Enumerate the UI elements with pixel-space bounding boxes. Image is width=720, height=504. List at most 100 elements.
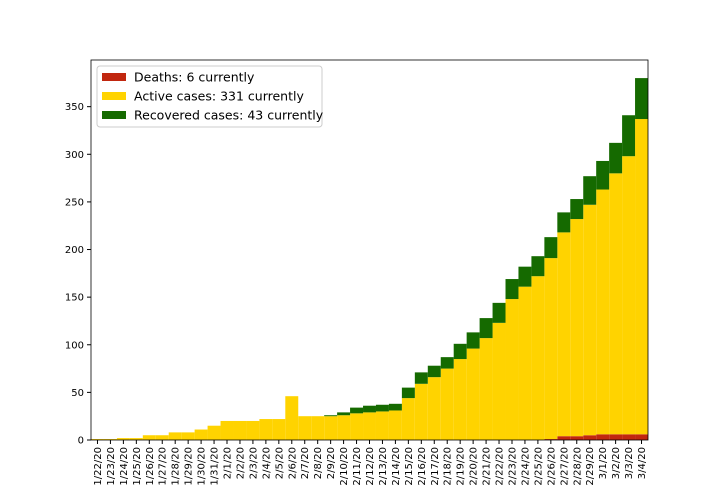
- bar: [375, 411, 389, 440]
- bar: [544, 439, 558, 440]
- x-tick-label: 3/1/20: [598, 447, 609, 479]
- bar: [388, 410, 402, 440]
- bar: [479, 338, 493, 440]
- bar: [583, 176, 597, 205]
- y-tick-label: 200: [65, 245, 84, 256]
- bar: [635, 434, 648, 440]
- bar: [466, 348, 480, 440]
- bar: [479, 318, 493, 339]
- legend-box: [96, 65, 323, 128]
- x-tick-label: 1/23/20: [106, 447, 117, 486]
- x-tick-label: 2/14/20: [391, 447, 402, 486]
- y-tick-label: 350: [65, 102, 84, 113]
- y-tick-label: 300: [65, 150, 84, 161]
- bar: [518, 266, 532, 287]
- bar: [635, 119, 648, 435]
- bar: [440, 357, 454, 369]
- y-tick-label: 250: [65, 197, 84, 208]
- bar: [350, 407, 364, 414]
- bar: [220, 420, 234, 440]
- legend-label: Active cases: 331 currently: [134, 89, 304, 104]
- x-tick-label: 1/30/20: [197, 447, 208, 486]
- bar: [324, 415, 338, 417]
- bar: [129, 438, 143, 440]
- y-tick-label: 150: [65, 293, 84, 304]
- bar: [583, 435, 597, 440]
- bar: [557, 436, 571, 440]
- bar: [453, 359, 467, 440]
- bar: [181, 432, 195, 440]
- bar: [570, 219, 584, 437]
- bar: [531, 256, 545, 277]
- x-tick-label: 2/18/20: [443, 447, 454, 486]
- x-tick-label: 2/2/20: [235, 447, 246, 479]
- bar: [142, 435, 156, 440]
- bar: [401, 387, 415, 399]
- legend-swatch: [102, 111, 126, 119]
- x-tick-label: 2/29/20: [585, 447, 596, 486]
- bar: [596, 434, 610, 440]
- bar: [440, 368, 454, 440]
- bar: [272, 419, 286, 440]
- x-tick-label: 2/22/20: [495, 447, 506, 486]
- bar: [311, 416, 325, 440]
- x-tick-label: 2/15/20: [404, 447, 415, 486]
- x-tick-label: 1/28/20: [171, 447, 182, 486]
- bar: [622, 156, 636, 435]
- bar: [609, 173, 623, 435]
- bar: [596, 160, 610, 190]
- bar: [414, 383, 428, 440]
- x-tick-label: 2/11/20: [352, 447, 363, 486]
- bar: [350, 413, 364, 440]
- bar: [337, 415, 351, 440]
- bar: [505, 299, 519, 440]
- x-tick-label: 3/4/20: [637, 447, 648, 479]
- x-tick-label: 2/12/20: [365, 447, 376, 486]
- bar: [401, 398, 415, 440]
- x-tick-label: 2/27/20: [559, 447, 570, 486]
- legend-label: Recovered cases: 43 currently: [134, 108, 324, 123]
- bar: [363, 405, 376, 413]
- x-tick-label: 2/25/20: [533, 447, 544, 486]
- bar: [505, 279, 519, 300]
- bar: [363, 412, 376, 440]
- bar: [427, 365, 441, 378]
- x-tick-label: 2/26/20: [546, 447, 557, 486]
- x-tick-label: 3/3/20: [624, 447, 635, 479]
- bar: [609, 142, 623, 174]
- y-tick-label: 50: [71, 388, 84, 399]
- bar: [570, 199, 584, 220]
- legend: Deaths: 6 currently Active cases: 331 cur…: [96, 65, 324, 128]
- bar: [518, 286, 532, 440]
- bar: [91, 439, 104, 440]
- x-tick-label: 2/10/20: [339, 447, 350, 486]
- y-tick-label: 0: [78, 436, 84, 447]
- plot-frame: [90, 59, 649, 441]
- bar: [388, 403, 402, 411]
- bar: [622, 115, 636, 157]
- x-tick-label: 1/31/20: [210, 447, 221, 486]
- bar: [168, 432, 182, 440]
- bar: [207, 425, 221, 440]
- bar: [609, 434, 623, 440]
- x-tick-label: 1/22/20: [93, 447, 104, 486]
- legend-swatch: [102, 73, 126, 81]
- x-tick-label: 2/28/20: [572, 447, 583, 486]
- x-tick-label: 2/13/20: [378, 447, 389, 486]
- x-tick-label: 2/16/20: [417, 447, 428, 486]
- x-tick-label: 2/21/20: [482, 447, 493, 486]
- x-tick-label: 2/1/20: [223, 447, 234, 479]
- bar: [492, 302, 506, 323]
- x-tick-label: 2/19/20: [456, 447, 467, 486]
- bar: [531, 276, 545, 440]
- x-tick-label: 1/24/20: [119, 447, 130, 486]
- bar: [116, 438, 130, 440]
- bar: [427, 377, 441, 440]
- x-tick-label: 2/23/20: [507, 447, 518, 486]
- bar: [103, 439, 117, 440]
- legend-swatch: [102, 92, 126, 100]
- bar: [544, 237, 558, 259]
- bar: [285, 396, 299, 440]
- x-tick-label: 2/24/20: [520, 447, 531, 486]
